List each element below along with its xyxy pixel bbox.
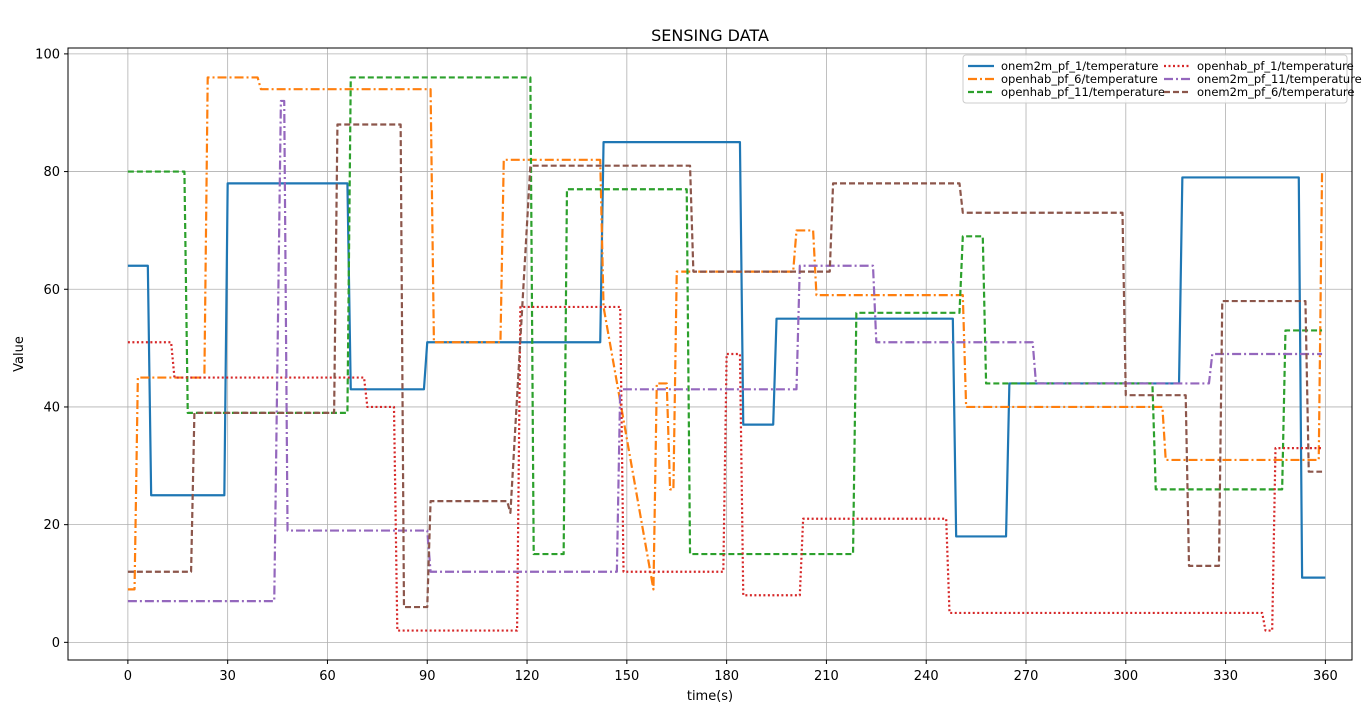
series-line-1 [127, 141, 1326, 579]
legend-box [962, 54, 1348, 104]
x-axis-label: time(s) [687, 689, 733, 704]
series-line-4 [127, 305, 1323, 632]
x-tick-label: 150 [614, 669, 639, 684]
x-tick-label: 120 [515, 669, 540, 684]
y-tick-label: 20 [43, 518, 60, 533]
legend-label-6: onem2m_pf_6/temperature [1197, 85, 1354, 99]
legend-label-4: openhab_pf_1/temperature [1197, 59, 1354, 73]
y-axis-label: Value [12, 336, 27, 372]
legend-label-2: openhab_pf_6/temperature [1001, 72, 1158, 86]
legend-label-1: onem2m_pf_1/temperature [1001, 59, 1158, 73]
x-tick-label: 210 [814, 669, 839, 684]
x-tick-label: 60 [319, 669, 336, 684]
y-tick-label: 40 [43, 400, 60, 415]
chart-title: SENSING DATA [651, 26, 769, 45]
series-line-2 [127, 76, 1324, 591]
y-tick-label: 80 [43, 165, 60, 180]
y-tick-label: 0 [52, 636, 60, 651]
y-tick-label: 100 [35, 47, 60, 62]
x-tick-label: 330 [1213, 669, 1238, 684]
axis-ticks: 0 30 60 90 120 150 180 210 240 270 300 330 360 0 20 40 6… [35, 47, 1338, 684]
series-line-5 [127, 99, 1323, 603]
x-tick-label: 0 [124, 669, 132, 684]
legend-label-3: openhab_pf_11/temperature [1001, 85, 1165, 99]
x-tick-label: 360 [1313, 669, 1338, 684]
legend-label-5: onem2m_pf_11/temperature [1197, 72, 1362, 86]
series-line-3 [127, 76, 1323, 556]
x-tick-label: 300 [1113, 669, 1138, 684]
x-tick-label: 270 [1014, 669, 1039, 684]
y-tick-label: 60 [43, 283, 60, 298]
legend: onem2m_pf_1/temperatureopenhab_pf_6/temp… [962, 54, 1362, 104]
series-lines [127, 76, 1326, 632]
x-tick-label: 90 [419, 669, 436, 684]
series-line-6 [127, 123, 1323, 609]
x-tick-label: 30 [219, 669, 236, 684]
x-tick-label: 240 [914, 669, 939, 684]
x-tick-label: 180 [714, 669, 739, 684]
plot-area-frame [67, 47, 1353, 661]
